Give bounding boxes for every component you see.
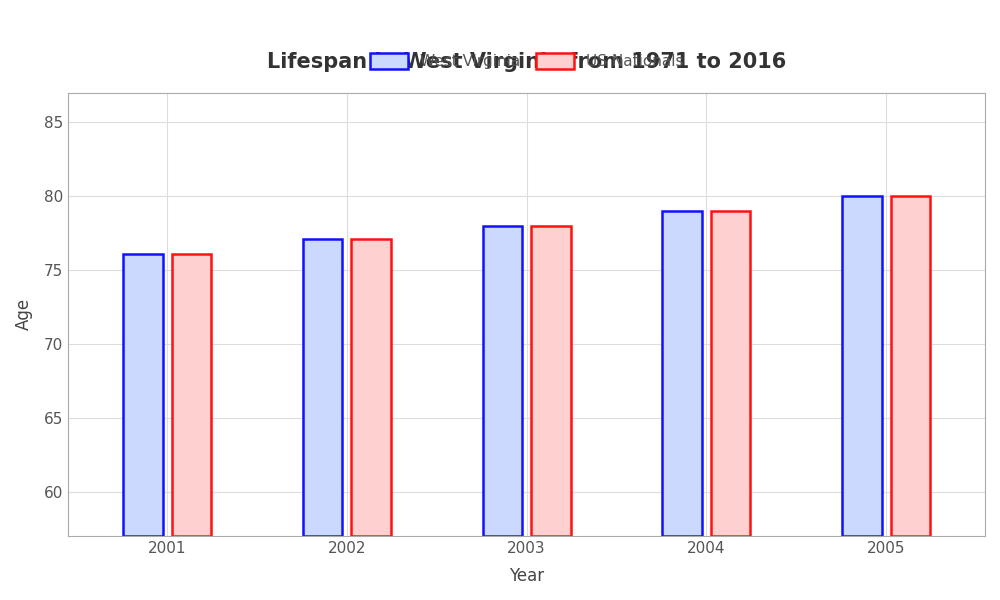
Bar bbox=[123, 254, 163, 536]
Bar bbox=[662, 211, 702, 536]
Bar bbox=[842, 196, 882, 536]
Title: Lifespan in West Virginia from 1971 to 2016: Lifespan in West Virginia from 1971 to 2… bbox=[267, 52, 786, 72]
Bar bbox=[172, 254, 211, 536]
Bar bbox=[303, 239, 342, 536]
Bar bbox=[351, 239, 391, 536]
Bar bbox=[483, 226, 522, 536]
Bar bbox=[711, 211, 750, 536]
Bar bbox=[891, 196, 930, 536]
Y-axis label: Age: Age bbox=[15, 298, 33, 331]
X-axis label: Year: Year bbox=[509, 567, 544, 585]
Bar bbox=[531, 226, 571, 536]
Legend: West Virginia, US Nationals: West Virginia, US Nationals bbox=[364, 47, 690, 76]
